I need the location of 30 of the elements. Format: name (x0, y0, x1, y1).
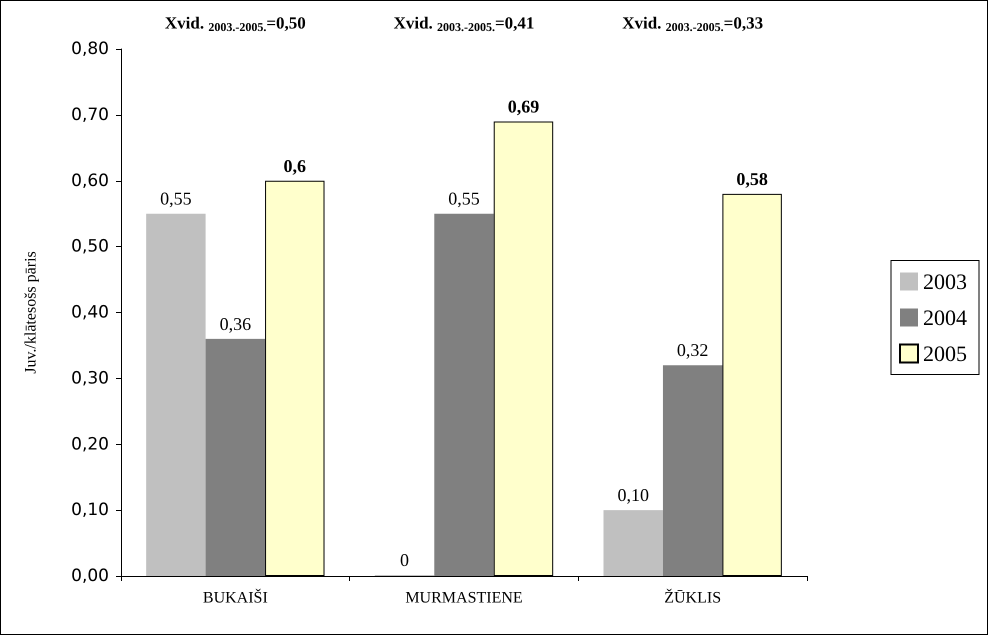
data-label: 0,69 (508, 96, 540, 116)
y-tick-label: 0,70 (71, 104, 109, 125)
bar (146, 214, 206, 576)
y-tick-label: 0,40 (71, 302, 109, 322)
y-tick-label: 0,60 (71, 170, 109, 191)
data-label: 0,58 (736, 168, 768, 189)
data-label: 0,36 (220, 314, 252, 334)
data-label: 0,6 (284, 156, 306, 176)
x-tick-label: ŽŪKLIS (664, 588, 722, 606)
y-tick-label: 0,80 (71, 39, 109, 59)
data-label: 0,10 (617, 485, 649, 506)
bar (603, 510, 663, 576)
legend-label: 2003 (923, 269, 967, 294)
y-tick-label: 0,10 (71, 500, 109, 520)
y-tick-label: 0,30 (71, 368, 109, 388)
bar (434, 214, 494, 576)
y-tick-label: 0,20 (71, 434, 109, 454)
legend-label: 2004 (923, 305, 967, 330)
y-tick-label: 0,50 (71, 236, 109, 257)
x-tick-label: MURMASTIENE (405, 590, 523, 606)
data-label: 0,55 (160, 188, 192, 209)
bar (662, 365, 722, 576)
legend-label: 2005 (923, 341, 967, 366)
y-axis-title: Juv./klātesošs pāris (22, 251, 40, 374)
data-label: 0 (400, 550, 410, 570)
bar (206, 338, 266, 576)
data-label: 0,32 (676, 340, 708, 360)
data-label: 0,55 (448, 188, 480, 209)
y-tick-label: 0,00 (71, 566, 109, 586)
x-tick-label: BUKAIŠI (202, 588, 268, 606)
